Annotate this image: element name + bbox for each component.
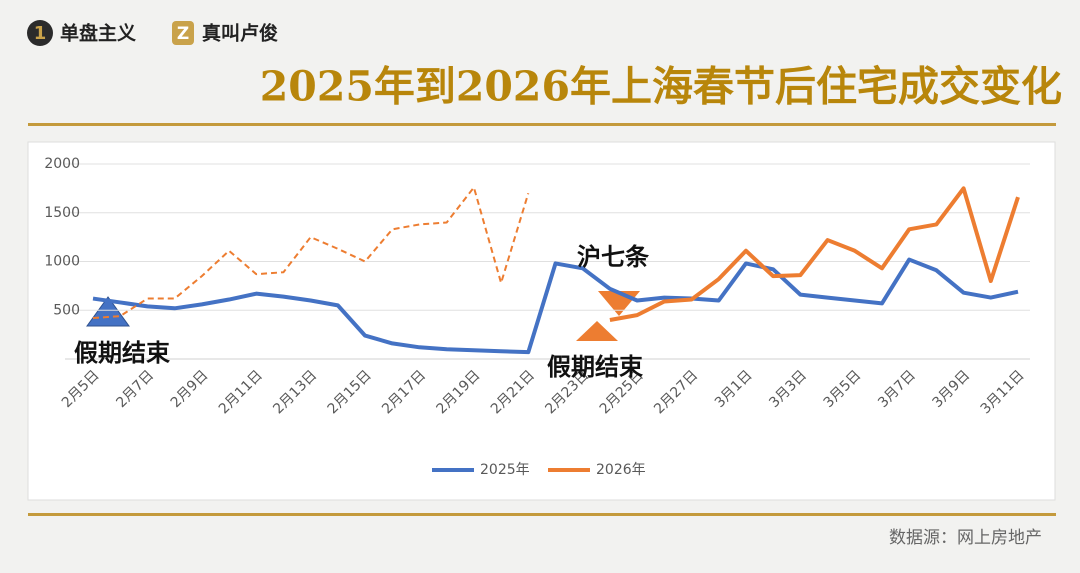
y-tick-label: 1500: [44, 205, 80, 221]
line-series: [92, 257, 1019, 355]
annotation: 假期结束: [74, 339, 171, 367]
brand-icon-mark: Z: [177, 24, 189, 44]
plot-panel: [27, 141, 1056, 501]
legend-label: 2025年: [480, 462, 530, 478]
brand: 单盘主义: [60, 22, 136, 45]
triangle-marker: [576, 321, 618, 341]
y-tick-label: 500: [53, 302, 80, 318]
y-tick-label: 1000: [44, 254, 80, 270]
brand: 真叫卢俊: [202, 22, 278, 45]
annotation: 假期结束: [547, 353, 644, 381]
y-tick-label: 2000: [44, 156, 80, 172]
legend-label: 2026年: [596, 462, 646, 478]
annotation: 沪七条: [577, 243, 650, 271]
divider: [28, 123, 1056, 126]
source: 数据源：网上房地产: [889, 528, 1042, 548]
brand-icon: [27, 20, 53, 46]
title: 2025年到2026年上海春节后住宅成交变化: [260, 63, 1062, 111]
triangle-marker: [86, 296, 130, 327]
line-series: [609, 186, 1020, 322]
brand-icon: [172, 21, 194, 45]
brand-icon-mark: 1: [34, 23, 47, 44]
divider: [28, 513, 1056, 516]
